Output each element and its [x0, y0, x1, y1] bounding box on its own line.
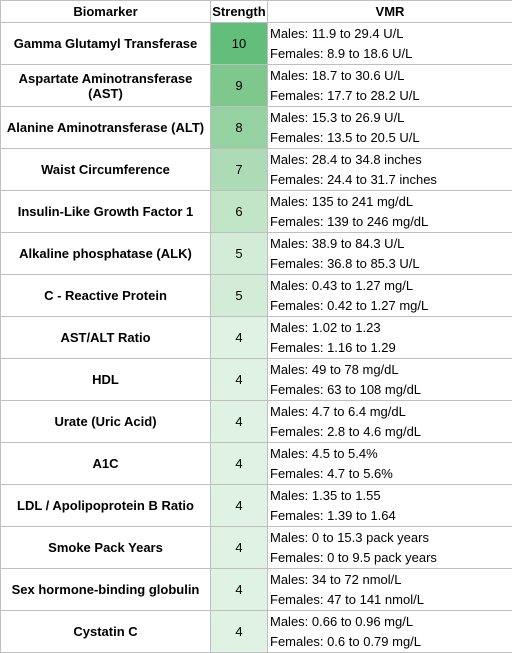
vmr-cell: Males: 4.5 to 5.4%Females: 4.7 to 5.6%	[268, 443, 512, 485]
biomarker-name: C - Reactive Protein	[1, 275, 211, 317]
strength-cell: 4	[211, 401, 268, 443]
vmr-males: Males: 38.9 to 84.3 U/L	[270, 234, 512, 254]
vmr-males: Males: 1.35 to 1.55	[270, 486, 512, 506]
strength-cell: 4	[211, 443, 268, 485]
vmr-females: Females: 13.5 to 20.5 U/L	[270, 128, 512, 148]
strength-cell: 4	[211, 317, 268, 359]
biomarker-name: AST/ALT Ratio	[1, 317, 211, 359]
biomarker-name: Smoke Pack Years	[1, 527, 211, 569]
biomarker-name: Gamma Glutamyl Transferase	[1, 23, 211, 65]
strength-cell: 9	[211, 65, 268, 107]
vmr-females: Females: 47 to 141 nmol/L	[270, 590, 512, 610]
strength-cell: 4	[211, 359, 268, 401]
biomarker-name: Aspartate Aminotransferase (AST)	[1, 65, 211, 107]
vmr-females: Females: 139 to 246 mg/dL	[270, 212, 512, 232]
vmr-females: Females: 0 to 9.5 pack years	[270, 548, 512, 568]
vmr-males: Males: 135 to 241 mg/dL	[270, 192, 512, 212]
vmr-females: Females: 4.7 to 5.6%	[270, 464, 512, 484]
strength-cell: 4	[211, 569, 268, 611]
biomarker-name: HDL	[1, 359, 211, 401]
strength-cell: 4	[211, 485, 268, 527]
vmr-males: Males: 0.43 to 1.27 mg/L	[270, 276, 512, 296]
strength-cell: 7	[211, 149, 268, 191]
vmr-males: Males: 34 to 72 nmol/L	[270, 570, 512, 590]
vmr-males: Males: 0.66 to 0.96 mg/L	[270, 612, 512, 632]
vmr-males: Males: 18.7 to 30.6 U/L	[270, 66, 512, 86]
vmr-males: Males: 15.3 to 26.9 U/L	[270, 108, 512, 128]
biomarker-name: Alanine Aminotransferase (ALT)	[1, 107, 211, 149]
biomarker-name: Sex hormone-binding globulin	[1, 569, 211, 611]
vmr-females: Females: 0.42 to 1.27 mg/L	[270, 296, 512, 316]
vmr-females: Females: 2.8 to 4.6 mg/dL	[270, 422, 512, 442]
strength-cell: 10	[211, 23, 268, 65]
biomarker-name: Alkaline phosphatase (ALK)	[1, 233, 211, 275]
vmr-females: Females: 0.6 to 0.79 mg/L	[270, 632, 512, 652]
strength-cell: 4	[211, 611, 268, 653]
biomarker-name: Insulin-Like Growth Factor 1	[1, 191, 211, 233]
biomarker-name: Cystatin C	[1, 611, 211, 653]
vmr-males: Males: 11.9 to 29.4 U/L	[270, 24, 512, 44]
biomarker-name: A1C	[1, 443, 211, 485]
vmr-females: Females: 1.39 to 1.64	[270, 506, 512, 526]
vmr-males: Males: 0 to 15.3 pack years	[270, 528, 512, 548]
header-row: Biomarker Strength VMR	[1, 1, 512, 23]
vmr-females: Females: 24.4 to 31.7 inches	[270, 170, 512, 190]
vmr-males: Males: 1.02 to 1.23	[270, 318, 512, 338]
header-strength: Strength	[211, 1, 268, 23]
strength-cell: 8	[211, 107, 268, 149]
header-vmr: VMR	[268, 1, 512, 23]
biomarker-name: Waist Circumference	[1, 149, 211, 191]
vmr-males: Males: 49 to 78 mg/dL	[270, 360, 512, 380]
biomarker-name: Urate (Uric Acid)	[1, 401, 211, 443]
vmr-females: Females: 17.7 to 28.2 U/L	[270, 86, 512, 106]
vmr-males: Males: 4.5 to 5.4%	[270, 444, 512, 464]
vmr-males: Males: 28.4 to 34.8 inches	[270, 150, 512, 170]
strength-cell: 5	[211, 275, 268, 317]
strength-cell: 4	[211, 527, 268, 569]
biomarker-name: LDL / Apolipoprotein B Ratio	[1, 485, 211, 527]
strength-cell: 6	[211, 191, 268, 233]
header-biomarker: Biomarker	[1, 1, 211, 23]
vmr-males: Males: 4.7 to 6.4 mg/dL	[270, 402, 512, 422]
vmr-females: Females: 8.9 to 18.6 U/L	[270, 44, 512, 64]
vmr-females: Females: 63 to 108 mg/dL	[270, 380, 512, 400]
vmr-females: Females: 36.8 to 85.3 U/L	[270, 254, 512, 274]
vmr-females: Females: 1.16 to 1.29	[270, 338, 512, 358]
strength-cell: 5	[211, 233, 268, 275]
